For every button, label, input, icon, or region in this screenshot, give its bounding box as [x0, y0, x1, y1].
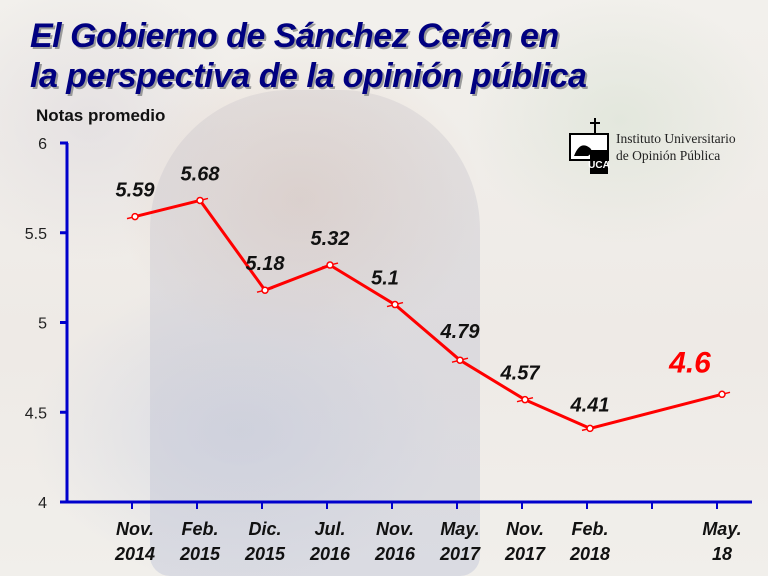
x-tick-label: Feb. 2015 [179, 519, 221, 564]
x-tick-label: Nov. 2014 [114, 519, 155, 564]
x-tick-label: Jul. 2016 [309, 519, 351, 564]
data-point [391, 300, 399, 309]
x-tick-label: May. 2017 [439, 519, 481, 564]
data-label: 5.1 [371, 268, 399, 290]
data-label: 5.59 [116, 180, 156, 202]
x-tick-label: Nov. 2017 [504, 519, 546, 564]
y-tick-label: 5.5 [25, 226, 47, 243]
logo-line-1: Instituto Universitario [616, 131, 736, 146]
x-tick-label: May. 18 [702, 519, 741, 564]
data-point [456, 356, 464, 364]
data-point [131, 212, 139, 221]
data-point [718, 390, 726, 399]
data-label: 5.68 [181, 163, 221, 185]
y-tick-label: 6 [38, 136, 47, 153]
data-label: 4.57 [500, 363, 541, 385]
logo-text: Instituto Universitario de Opinión Públi… [616, 130, 736, 164]
y-tick-label: 4 [38, 495, 47, 512]
data-label: 4.6 [668, 346, 711, 379]
x-tick-label: Dic. 2015 [244, 519, 286, 564]
background-figure [150, 90, 480, 576]
x-tick-label: Nov. 2016 [374, 519, 416, 564]
title-line-2: la perspectiva de la opinión pública [30, 57, 587, 95]
y-tick-label: 4.5 [25, 405, 47, 422]
data-point [586, 424, 594, 433]
data-label: 4.41 [570, 394, 610, 416]
x-tick-label: Feb. 2018 [569, 519, 610, 564]
data-label: 5.18 [246, 253, 286, 275]
title-line-1: El Gobierno de Sánchez Cerén en [30, 17, 559, 55]
uca-logo-icon: UCA [569, 118, 610, 174]
data-point [521, 395, 529, 404]
data-point [326, 261, 334, 269]
data-point [261, 286, 269, 294]
logo-mark-text: UCA [588, 160, 610, 171]
iudop-logo: UCA Instituto Universitario de Opinión P… [568, 118, 758, 176]
series-line [134, 198, 723, 430]
data-point [196, 196, 204, 205]
y-tick-label: 5 [38, 316, 47, 333]
y-axis-title: Notas promedio [36, 106, 166, 125]
chart-title: El Gobierno de Sánchez Cerén en la persp… [30, 16, 750, 96]
logo-line-2: de Opinión Pública [616, 148, 721, 163]
data-label: 4.79 [440, 321, 481, 343]
data-label: 5.32 [311, 228, 350, 250]
